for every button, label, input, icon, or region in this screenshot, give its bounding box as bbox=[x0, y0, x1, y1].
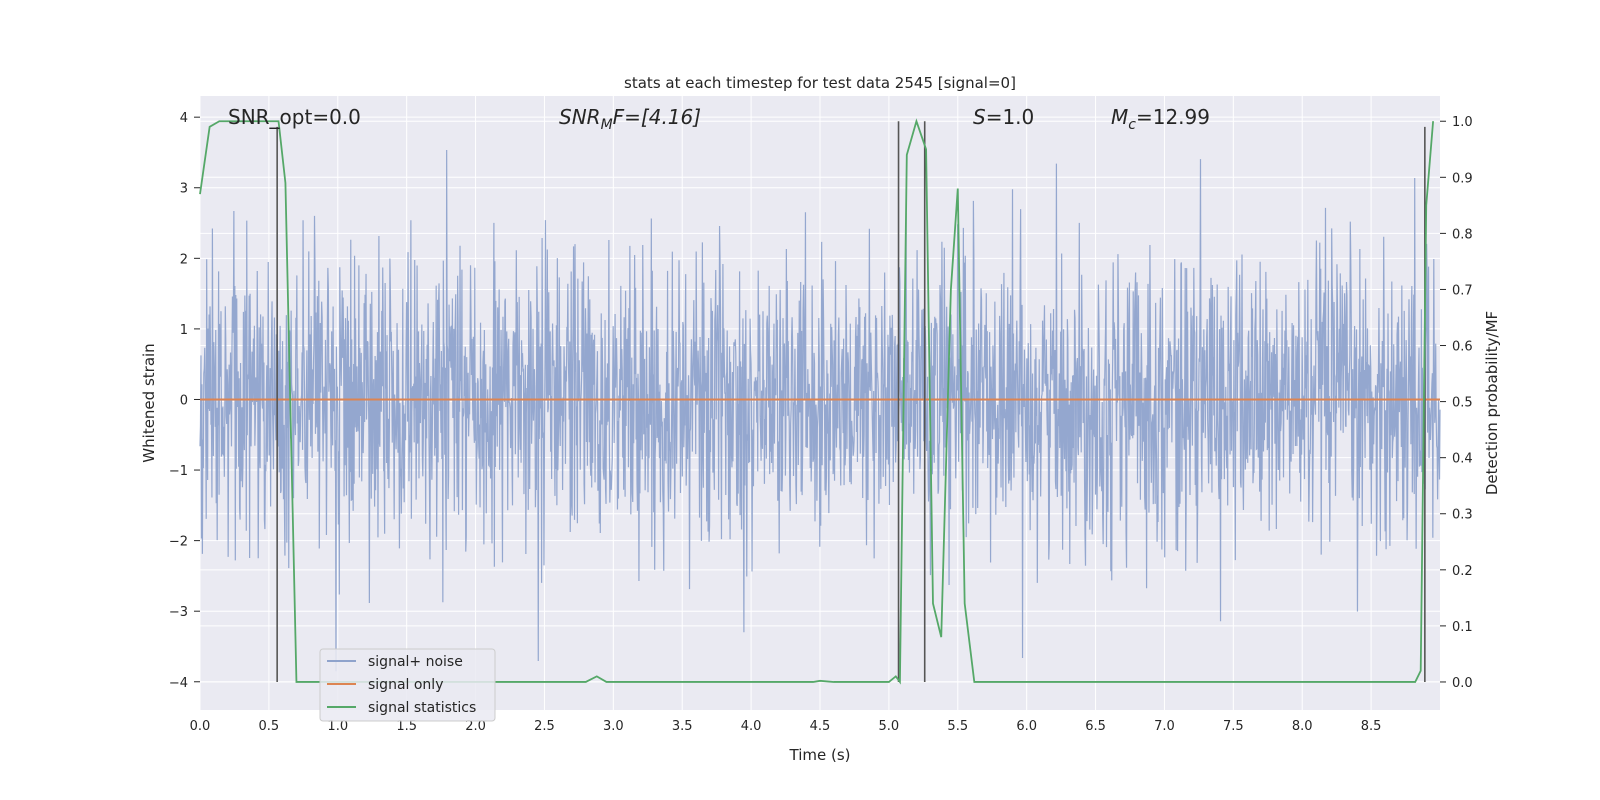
x-tick-label: 5.5 bbox=[947, 719, 968, 734]
y2-tick-label: 0.0 bbox=[1452, 676, 1473, 691]
signal-statistics-series bbox=[199, 118, 1435, 685]
y2-tick-label: 0.9 bbox=[1452, 171, 1473, 186]
y-tick-label: 0 bbox=[180, 393, 188, 408]
legend-label-stats: signal statistics bbox=[368, 700, 476, 716]
x-tick-label: 1.0 bbox=[327, 719, 348, 734]
signal-noise-series bbox=[199, 150, 1441, 672]
y2-tick-label: 0.8 bbox=[1452, 227, 1473, 242]
x-tick-label: 6.0 bbox=[1016, 719, 1037, 734]
y2-tick-label: 0.2 bbox=[1452, 564, 1473, 579]
legend-label-noise: signal+ noise bbox=[368, 654, 463, 670]
annotation-s-name: S bbox=[973, 105, 986, 129]
x-tick-label: 8.0 bbox=[1292, 719, 1313, 734]
y-tick-label: 1 bbox=[180, 323, 188, 338]
annotation-mc-base: M bbox=[1111, 105, 1128, 129]
x-tick-label: 2.0 bbox=[465, 719, 486, 734]
chart-title: stats at each timestep for test data 254… bbox=[624, 74, 1016, 92]
ticks: 0.0 0.5 1.0 1.5 2.0 2.5 3.0 3.5 4.0 4.5 5.0 5.5 6.0 6… bbox=[169, 111, 1473, 734]
legend: signal+ noise signal only signal statist… bbox=[319, 648, 496, 722]
annotation-snr-mf: SNRMF=[4.16] bbox=[559, 105, 701, 133]
noise-line bbox=[199, 150, 1441, 672]
x-tick-label: 3.5 bbox=[672, 719, 693, 734]
x-tick-label: 6.5 bbox=[1085, 719, 1106, 734]
annotation-mc-value: =12.99 bbox=[1136, 105, 1210, 129]
annotation-snr-mf-sub: M bbox=[601, 117, 613, 133]
y-tick-label: −4 bbox=[169, 676, 188, 691]
x-tick-label: 3.0 bbox=[603, 719, 624, 734]
annotation-mc: Mc=12.99 bbox=[1111, 105, 1210, 133]
x-tick-label: 8.5 bbox=[1361, 719, 1382, 734]
annotation-snr-opt: SNR_opt=0.0 bbox=[228, 105, 361, 129]
x-tick-label: 0.5 bbox=[259, 719, 280, 734]
x-tick-label: 7.0 bbox=[1154, 719, 1175, 734]
legend-box bbox=[319, 648, 496, 722]
annotation-snr-mf-base: SNR bbox=[559, 105, 601, 129]
x-tick-label: 7.5 bbox=[1223, 719, 1244, 734]
signal-statistics-line bbox=[199, 118, 1435, 685]
legend-label-signal: signal only bbox=[368, 677, 443, 693]
x-tick-label: 4.0 bbox=[741, 719, 762, 734]
x-tick-label: 2.5 bbox=[534, 719, 555, 734]
y2-tick-label: 0.5 bbox=[1452, 396, 1473, 411]
y2-tick-label: 0.1 bbox=[1452, 620, 1473, 635]
y-axis-label: Whitened strain bbox=[140, 343, 158, 462]
y-tick-label: 3 bbox=[180, 182, 188, 197]
annotation-mc-sub: c bbox=[1128, 117, 1136, 133]
annotation-snr-mf-f: F=[4.16] bbox=[613, 105, 701, 129]
y-tick-label: −1 bbox=[169, 464, 188, 479]
y2-tick-label: 0.6 bbox=[1452, 340, 1473, 355]
x-tick-label: 0.0 bbox=[190, 719, 211, 734]
y-tick-label: 4 bbox=[180, 111, 188, 126]
y2-tick-label: 0.7 bbox=[1452, 283, 1473, 298]
y-tick-label: 2 bbox=[180, 252, 188, 267]
y-tick-label: −2 bbox=[169, 535, 188, 550]
x-tick-label: 5.0 bbox=[879, 719, 900, 734]
x-axis-label: Time (s) bbox=[789, 746, 851, 764]
y2-tick-label: 0.4 bbox=[1452, 452, 1473, 467]
annotation-s: S=1.0 bbox=[973, 105, 1034, 129]
y2-tick-label: 1.0 bbox=[1452, 115, 1473, 130]
y-tick-label: −3 bbox=[169, 605, 188, 620]
x-tick-label: 1.5 bbox=[396, 719, 417, 734]
x-tick-label: 4.5 bbox=[810, 719, 831, 734]
vertical-markers bbox=[276, 121, 1426, 682]
y2-axis-label: Detection probability/MF bbox=[1483, 311, 1501, 495]
annotation-s-value: =1.0 bbox=[986, 105, 1035, 129]
y2-tick-label: 0.3 bbox=[1452, 508, 1473, 523]
